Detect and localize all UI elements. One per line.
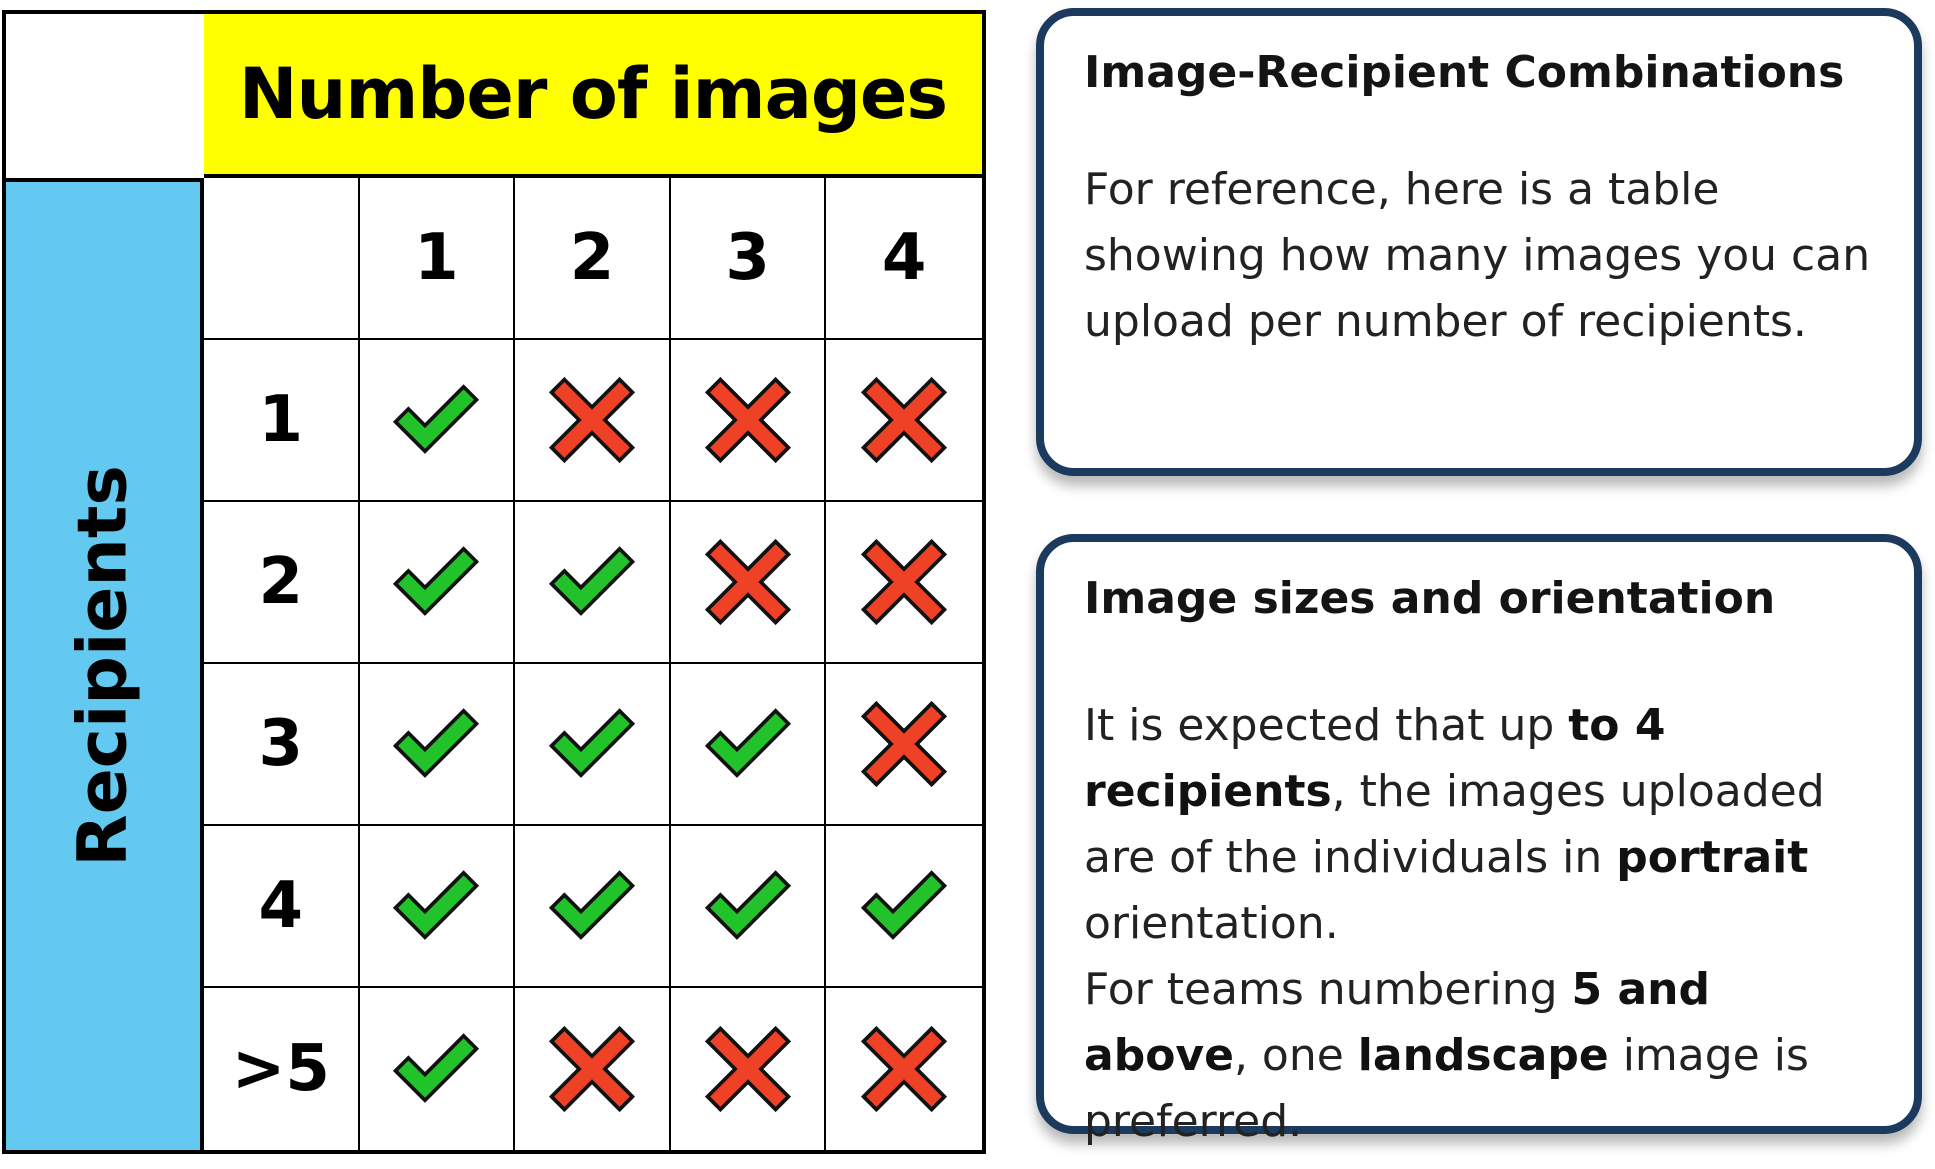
row-header: 3 — [204, 664, 360, 826]
check-icon — [704, 708, 791, 778]
allowed-cell — [670, 664, 827, 826]
card-title: Image sizes and orientation — [1084, 573, 1776, 624]
info-card-orientation: Image sizes and orientation It is expect… — [1036, 534, 1922, 1147]
emphasis-text: landscape — [1357, 1030, 1609, 1082]
check-icon — [393, 1033, 480, 1103]
check-icon — [393, 708, 480, 778]
not-allowed-cell — [515, 988, 671, 1150]
row-axis-title: Recipients — [63, 465, 143, 867]
compatibility-table: Number of images Recipients 1 2 3 4 1 2 3 4 >5 — [2, 10, 986, 1154]
column-header: 4 — [826, 178, 982, 340]
not-allowed-cell — [670, 340, 827, 502]
body-text: It is expected that up — [1084, 700, 1569, 752]
check-icon — [704, 870, 791, 940]
card-paragraph-landscape: For teams numbering 5 and above, one lan… — [1084, 957, 1874, 1155]
row-axis-header: Recipients — [6, 178, 204, 1150]
column-header: 2 — [515, 178, 671, 340]
allowed-cell — [826, 826, 982, 988]
row-header: >5 — [204, 988, 360, 1150]
card-title: Image-Recipient Combinations — [1084, 47, 1845, 98]
emphasis-text: portrait — [1616, 832, 1809, 884]
row-header: 1 — [204, 340, 360, 502]
cross-icon — [704, 1025, 791, 1113]
allowed-cell — [360, 988, 516, 1150]
allowed-cell — [515, 826, 671, 988]
check-icon — [393, 546, 480, 616]
table-corner — [6, 14, 204, 178]
allowed-cell — [359, 502, 516, 664]
header-blank-cell — [204, 178, 360, 340]
column-axis-title: Number of images — [238, 53, 948, 135]
not-allowed-cell — [826, 988, 982, 1150]
column-axis-header: Number of images — [204, 14, 982, 178]
check-icon — [548, 708, 636, 778]
check-icon — [393, 384, 480, 454]
column-header: 1 — [359, 178, 516, 340]
not-allowed-cell — [671, 988, 827, 1150]
not-allowed-cell — [826, 340, 982, 502]
allowed-cell — [359, 826, 516, 988]
body-text: , the images uploaded are of the individ… — [1084, 766, 1825, 884]
body-text: orientation. — [1084, 898, 1339, 950]
allowed-cell — [515, 502, 671, 664]
column-header: 3 — [670, 178, 827, 340]
cross-icon — [861, 700, 948, 788]
row-header: 2 — [204, 502, 360, 664]
row-header: 4 — [204, 826, 360, 988]
emphasis-text: 5 and above — [1084, 964, 1710, 1082]
emphasis-text: to 4 recipients — [1084, 700, 1666, 818]
card-body: For reference, here is a table showing h… — [1084, 164, 1871, 348]
cross-icon — [861, 538, 948, 626]
check-icon — [393, 870, 480, 940]
cross-icon — [704, 376, 791, 464]
check-icon — [861, 870, 948, 940]
cross-icon — [548, 376, 636, 464]
cross-icon — [548, 1025, 636, 1113]
allowed-cell — [670, 826, 827, 988]
allowed-cell — [515, 664, 671, 826]
cross-icon — [861, 1025, 948, 1113]
not-allowed-cell — [826, 664, 982, 826]
cross-icon — [861, 376, 948, 464]
table-cells: 1 2 3 4 1 2 3 4 >5 — [204, 178, 982, 1150]
check-icon — [548, 546, 636, 616]
allowed-cell — [359, 664, 516, 826]
not-allowed-cell — [670, 502, 827, 664]
not-allowed-cell — [515, 340, 671, 502]
not-allowed-cell — [826, 502, 982, 664]
body-text: image is preferred. — [1084, 1030, 1809, 1148]
card-paragraph-portrait: It is expected that up to 4 recipients, … — [1084, 693, 1874, 957]
check-icon — [548, 870, 636, 940]
body-text: For teams numbering — [1084, 964, 1572, 1016]
info-card-combinations: Image-Recipient Combinations For referen… — [1036, 8, 1922, 476]
cross-icon — [704, 538, 791, 626]
allowed-cell — [359, 340, 516, 502]
body-text: , one — [1233, 1030, 1358, 1082]
